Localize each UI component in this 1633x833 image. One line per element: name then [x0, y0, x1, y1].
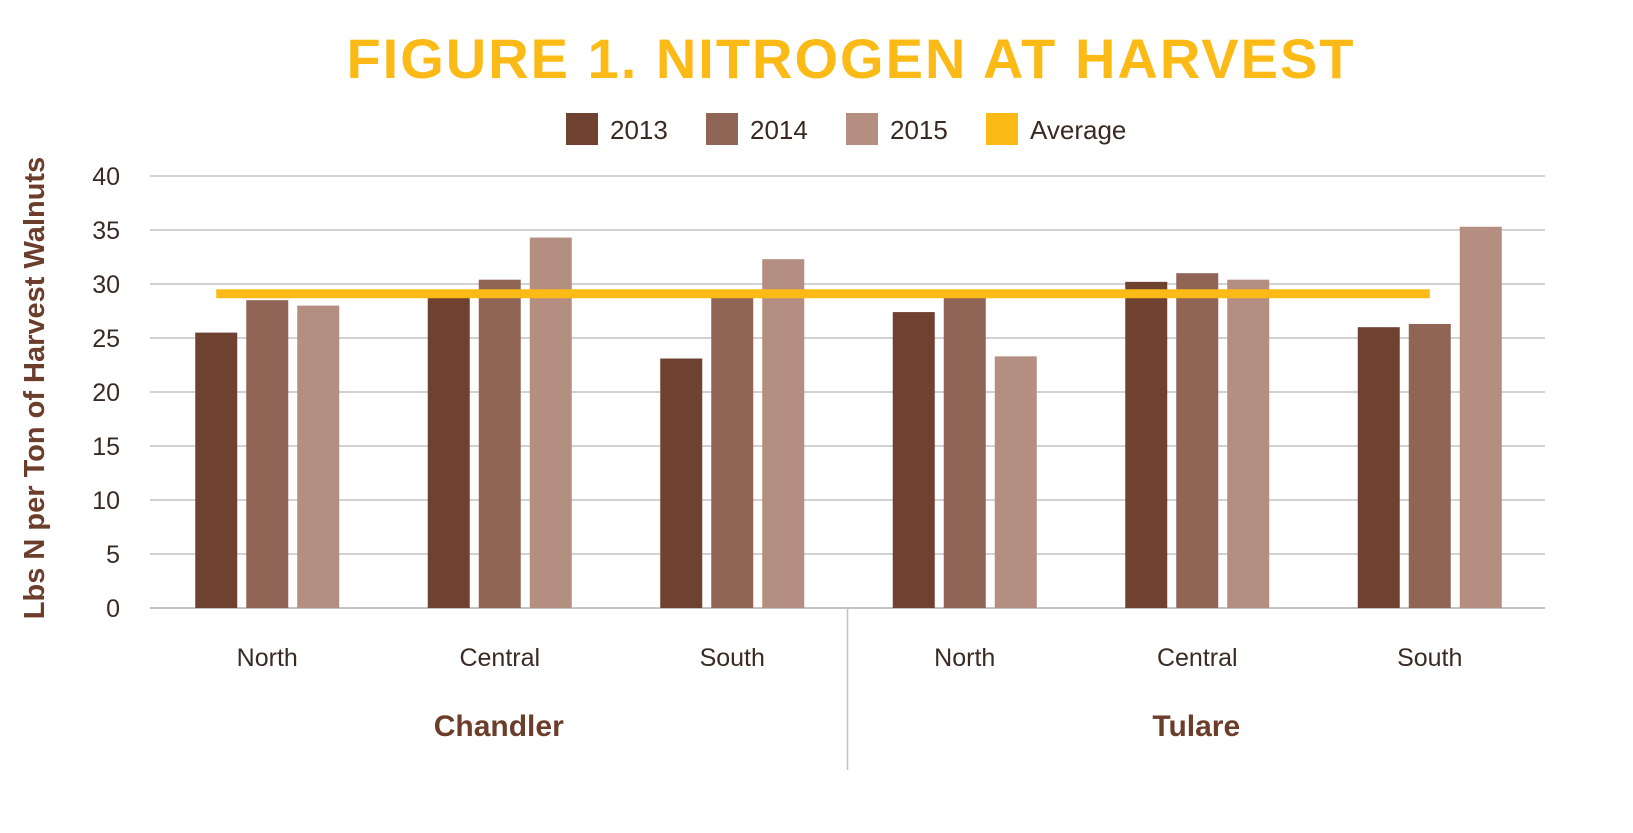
x-category-label: Central — [459, 644, 540, 672]
legend-swatch-2015 — [846, 113, 878, 145]
y-axis-ticks: 0 5 10 15 20 25 30 35 40 — [92, 163, 120, 623]
bar-2015-south — [762, 259, 805, 608]
legend-label-2013: 2013 — [610, 115, 668, 145]
bar-2015-north — [994, 356, 1037, 608]
legend-label-average: Average — [1030, 115, 1126, 145]
group-label-chandler: Chandler — [434, 710, 564, 743]
legend-swatch-2014 — [706, 113, 738, 145]
bar-2014-south — [1408, 323, 1451, 608]
bar-2013-south — [1357, 327, 1400, 608]
bar-2015-north — [297, 305, 340, 608]
x-category-label: South — [700, 644, 765, 672]
legend-swatch-2013 — [566, 113, 598, 145]
bar-2013-central — [427, 294, 470, 608]
y-tick-label: 25 — [92, 325, 120, 353]
x-category-label: North — [237, 644, 298, 672]
gridlines — [150, 175, 1545, 609]
legend-label-2014: 2014 — [750, 115, 808, 145]
y-tick-label: 20 — [92, 379, 120, 407]
legend-swatch-average — [986, 113, 1018, 145]
bar-2013-central — [1125, 281, 1168, 608]
legend-label-2015: 2015 — [890, 115, 948, 145]
x-category-label: North — [934, 644, 995, 672]
y-tick-label: 30 — [92, 271, 120, 299]
bar-2014-north — [246, 300, 289, 608]
y-tick-label: 10 — [92, 487, 120, 515]
y-tick-label: 15 — [92, 433, 120, 461]
bar-2015-central — [1227, 279, 1270, 608]
y-tick-label: 0 — [106, 595, 120, 623]
bar-2014-north — [943, 296, 986, 608]
y-axis-label: Lbs N per Ton of Harvest Walnuts — [19, 157, 51, 619]
bar-2014-south — [711, 294, 754, 608]
chart-title: FIGURE 1. NITROGEN AT HARVEST — [346, 27, 1355, 90]
bar-2013-north — [892, 312, 935, 608]
group-label-tulare: Tulare — [1152, 710, 1240, 743]
y-tick-label: 40 — [92, 163, 120, 191]
x-axis: North Central South North Central South Chandl… — [237, 608, 1462, 770]
bar-2015-central — [529, 237, 572, 608]
y-tick-label: 5 — [106, 541, 120, 569]
bar-2014-central — [478, 279, 521, 608]
y-tick-label: 35 — [92, 217, 120, 245]
legend: 2013 2014 2015 Average — [566, 113, 1126, 145]
bars — [195, 226, 1502, 608]
bar-2015-south — [1459, 226, 1502, 608]
x-category-label: South — [1397, 644, 1462, 672]
bar-2014-central — [1176, 273, 1219, 608]
bar-2013-north — [195, 332, 238, 608]
x-category-label: Central — [1157, 644, 1238, 672]
bar-2013-south — [660, 358, 703, 608]
